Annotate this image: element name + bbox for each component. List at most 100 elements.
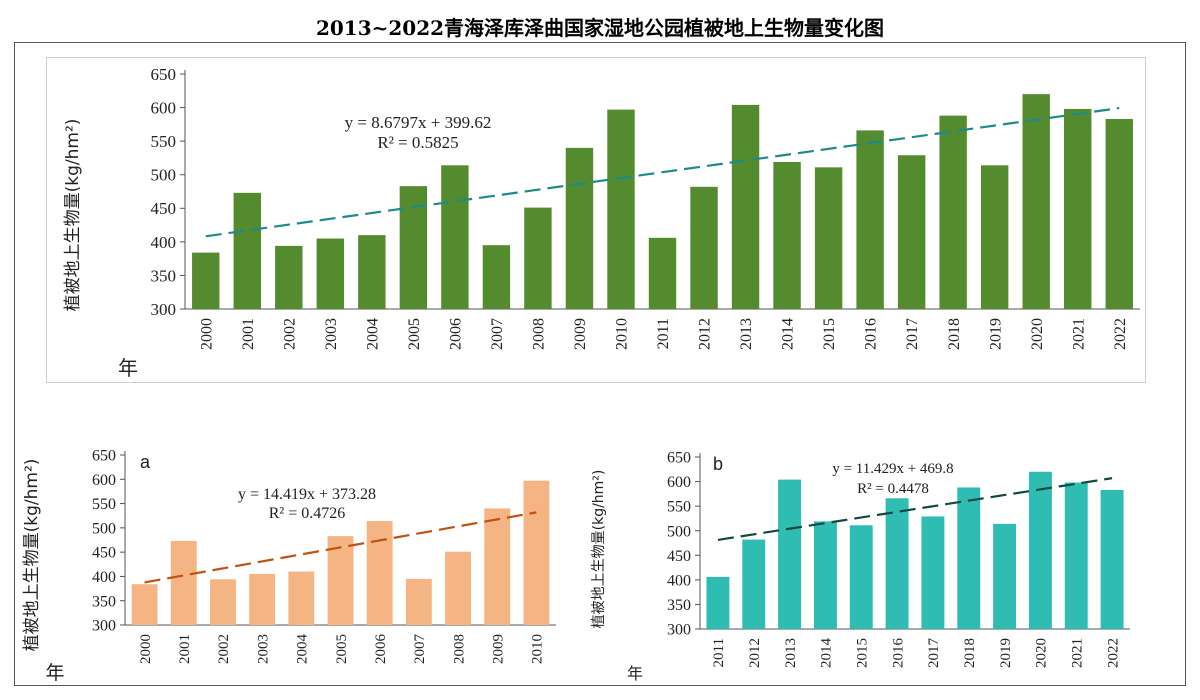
bar bbox=[233, 192, 261, 309]
bar bbox=[523, 480, 550, 625]
bar bbox=[316, 238, 345, 309]
x-tick-label: 2019 bbox=[987, 318, 1004, 350]
bar bbox=[1028, 471, 1052, 629]
figure-title: 2013~2022青海泽库泽曲国家湿地公园植被地上生物量变化图 bbox=[315, 16, 885, 40]
x-tick-label: 2017 bbox=[926, 638, 942, 669]
x-tick-label: 2010 bbox=[614, 318, 631, 350]
x-tick-label: 2018 bbox=[946, 318, 963, 350]
y-tick-label: 500 bbox=[92, 520, 116, 537]
y-tick-label: 350 bbox=[92, 593, 116, 610]
x-tick-label: 2004 bbox=[295, 634, 311, 665]
x-tick-label: 2012 bbox=[747, 638, 763, 668]
bar bbox=[813, 521, 837, 629]
x-tick-label: 2016 bbox=[890, 638, 906, 669]
x-tick-label: 2000 bbox=[198, 318, 215, 350]
bar bbox=[690, 186, 718, 309]
y-tick-label: 350 bbox=[151, 266, 177, 285]
x-tick-label: 2002 bbox=[281, 318, 298, 350]
panel-letter: a bbox=[140, 452, 151, 472]
y-tick-label: 650 bbox=[667, 450, 691, 467]
bar bbox=[957, 487, 981, 629]
y-tick-label: 500 bbox=[667, 523, 691, 540]
trendline bbox=[144, 511, 537, 584]
bar bbox=[366, 521, 393, 625]
bar bbox=[648, 237, 677, 309]
x-tick-label: 2004 bbox=[364, 318, 381, 350]
y-tick-label: 300 bbox=[151, 300, 177, 319]
x-tick-label: 2022 bbox=[1112, 318, 1129, 350]
bar bbox=[1022, 94, 1050, 310]
x-tick-label: 2009 bbox=[572, 318, 589, 350]
x-tick-label: 2012 bbox=[697, 318, 714, 350]
bar bbox=[565, 147, 594, 309]
y-tick-label: 650 bbox=[92, 448, 116, 465]
bar bbox=[1064, 108, 1092, 310]
x-tick-label: 2018 bbox=[962, 638, 978, 668]
x-tick-label: 2005 bbox=[334, 634, 350, 664]
x-tick-label: 2009 bbox=[490, 634, 506, 664]
panel-letter: b bbox=[713, 454, 723, 474]
trendline bbox=[205, 106, 1120, 238]
x-tick-label: 2010 bbox=[530, 634, 546, 664]
x-tick-label: 2017 bbox=[904, 318, 921, 350]
bar bbox=[742, 539, 766, 629]
y-tick-label: 650 bbox=[151, 65, 177, 84]
y-tick-label: 450 bbox=[667, 548, 691, 565]
bar bbox=[939, 115, 967, 309]
y-tick-label: 450 bbox=[151, 199, 177, 218]
bar bbox=[170, 540, 197, 625]
bar bbox=[482, 245, 511, 309]
figure-frame bbox=[14, 42, 1186, 686]
bar bbox=[445, 551, 471, 625]
y-tick-label: 550 bbox=[92, 496, 116, 513]
x-tick-label: 2019 bbox=[998, 638, 1014, 668]
bar bbox=[778, 479, 802, 629]
y-tick-label: 300 bbox=[667, 622, 691, 639]
bar bbox=[358, 235, 386, 309]
y-axis-label: 植被地上生物量(kg/hm²) bbox=[22, 459, 42, 652]
bar bbox=[921, 516, 945, 629]
y-tick-label: 450 bbox=[92, 545, 116, 562]
trendline bbox=[717, 477, 1113, 542]
y-tick-label: 550 bbox=[151, 132, 177, 151]
x-tick-label: 2005 bbox=[406, 318, 423, 350]
bar bbox=[524, 207, 552, 309]
bar bbox=[288, 571, 315, 625]
x-tick-label: 2014 bbox=[819, 638, 835, 669]
x-tick-label: 2002 bbox=[216, 634, 232, 664]
bar bbox=[993, 523, 1017, 629]
bar bbox=[131, 584, 158, 625]
x-tick-label: 2001 bbox=[177, 634, 193, 664]
bar bbox=[1064, 482, 1088, 629]
bar bbox=[1105, 118, 1133, 309]
x-tick-label: 2021 bbox=[1070, 318, 1087, 350]
x-tick-label: 2013 bbox=[783, 638, 799, 668]
x-tick-label: 2007 bbox=[489, 318, 506, 350]
bar bbox=[773, 161, 801, 309]
x-tick-label: 2008 bbox=[451, 634, 467, 664]
y-tick-label: 600 bbox=[92, 472, 116, 489]
bar bbox=[897, 155, 926, 309]
y-axis-label: 植被地上生物量(kg/hm²) bbox=[591, 470, 607, 629]
x-tick-label: 2001 bbox=[240, 318, 257, 350]
x-tick-label: 2013 bbox=[738, 318, 755, 350]
r-squared: R² = 0.4726 bbox=[269, 505, 346, 522]
bar bbox=[849, 525, 873, 629]
y-axis-label: 植被地上生物量(kg/hm²) bbox=[63, 119, 83, 312]
y-tick-label: 400 bbox=[667, 572, 691, 589]
x-tick-label: 2006 bbox=[373, 634, 389, 665]
bar bbox=[441, 165, 469, 309]
y-tick-label: 550 bbox=[667, 499, 691, 516]
y-tick-label: 600 bbox=[151, 99, 177, 118]
y-tick-label: 400 bbox=[151, 233, 177, 252]
x-tick-label: 2011 bbox=[655, 318, 672, 349]
x-tick-label: 2003 bbox=[323, 318, 340, 350]
bar bbox=[210, 579, 236, 625]
bar bbox=[249, 574, 276, 625]
bar bbox=[1100, 489, 1124, 629]
x-tick-label: 2003 bbox=[255, 634, 271, 664]
x-tick-label: 2007 bbox=[412, 634, 428, 665]
x-tick-label: 2011 bbox=[711, 638, 727, 667]
